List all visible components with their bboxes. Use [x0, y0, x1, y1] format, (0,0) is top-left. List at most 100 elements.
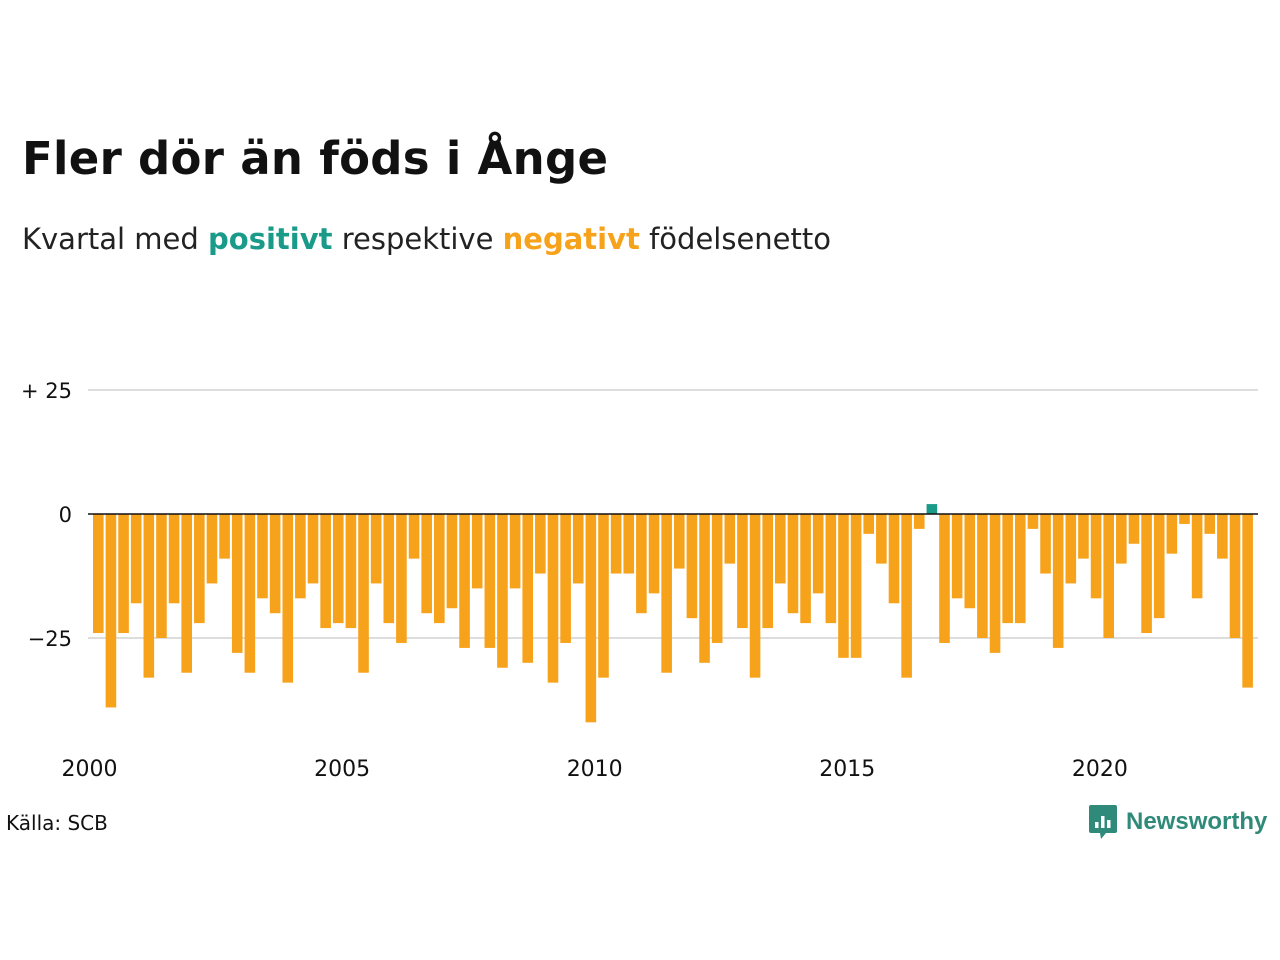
bar-2016K3 — [926, 504, 938, 514]
bar-2008K4 — [535, 514, 546, 574]
newsworthy-logo-icon — [1089, 805, 1117, 839]
bar-2003K1 — [244, 514, 256, 673]
bar-2009K3 — [572, 514, 584, 584]
bar-2013K2 — [762, 514, 773, 629]
bar-2012K3 — [724, 514, 736, 564]
bar-2007K4 — [484, 514, 496, 648]
bar-2015K3 — [876, 514, 887, 564]
bar-2001K4 — [181, 514, 193, 673]
bar-2010K1 — [598, 514, 609, 678]
bar-2020K2 — [1116, 514, 1127, 564]
bar-2004K2 — [307, 514, 319, 584]
bar-2004K4 — [332, 514, 344, 624]
bar-2015K2 — [863, 514, 875, 534]
brand-name: Newsworthy — [1126, 808, 1268, 835]
bar-2022K2 — [1217, 514, 1228, 559]
bar-2006K4 — [434, 514, 445, 624]
subtitle-suffix: födelsenetto — [649, 222, 831, 256]
bar-2022K3 — [1229, 514, 1241, 638]
bar-2002K2 — [206, 514, 218, 584]
x-tick-label: 2015 — [819, 757, 875, 782]
x-tick-label: 2005 — [314, 757, 370, 782]
bar-2007K2 — [459, 514, 470, 648]
bar-2016K2 — [913, 514, 925, 529]
bar-2009K4 — [585, 514, 597, 723]
bar-2005K4 — [383, 514, 395, 624]
bar-2002K3 — [219, 514, 230, 559]
bar-2005K2 — [358, 514, 369, 673]
bar-2003K3 — [269, 514, 281, 614]
bar-2002K4 — [231, 514, 243, 653]
brand-logo: Newsworthy — [1088, 804, 1267, 840]
bar-2012K2 — [711, 514, 723, 643]
chart-subtitle: Kvartal med positivt respektive negativt… — [22, 222, 831, 256]
bar-2022K4 — [1242, 514, 1253, 688]
bar-2013K3 — [775, 514, 786, 584]
bar-2011K1 — [648, 514, 660, 594]
bar-2013K4 — [787, 514, 799, 614]
bar-2015K1 — [850, 514, 862, 658]
bar-2006K3 — [421, 514, 432, 614]
bar-2015K4 — [888, 514, 900, 604]
bar-2006K1 — [396, 514, 407, 643]
bar-2009K2 — [560, 514, 571, 643]
bar-2012K4 — [737, 514, 748, 629]
bar-2010K4 — [636, 514, 647, 614]
bar-2019K3 — [1078, 514, 1089, 559]
bar-2017K3 — [977, 514, 988, 638]
subtitle-prefix: Kvartal med — [22, 222, 199, 256]
bar-2014K3 — [825, 514, 837, 624]
bar-2013K1 — [749, 514, 761, 678]
bar-2005K3 — [370, 514, 382, 584]
bar-2019K4 — [1090, 514, 1102, 599]
bar-2017K2 — [964, 514, 976, 609]
y-tick-label: + 25 — [21, 379, 72, 403]
bar-2000K3 — [118, 514, 129, 634]
bar-2020K1 — [1103, 514, 1114, 638]
bar-2009K1 — [547, 514, 559, 683]
bar-2000K4 — [130, 514, 142, 604]
bar-2022K1 — [1204, 514, 1216, 534]
x-tick-label: 2020 — [1072, 757, 1128, 782]
bar-2018K3 — [1027, 514, 1039, 529]
bar-2020K3 — [1128, 514, 1140, 544]
bar-2017K1 — [951, 514, 963, 599]
bar-2021K4 — [1191, 514, 1203, 599]
bar-2012K1 — [699, 514, 710, 663]
bar-2018K1 — [1002, 514, 1013, 624]
y-tick-label: −25 — [28, 627, 72, 651]
bar-2001K2 — [156, 514, 167, 638]
subtitle-positive-label: positivt — [208, 222, 333, 256]
source-note: Källa: SCB — [6, 811, 108, 835]
bar-2001K3 — [168, 514, 180, 604]
bar-2016K4 — [939, 514, 950, 643]
bar-2014K1 — [800, 514, 811, 624]
x-tick-label: 2000 — [62, 757, 118, 782]
bar-2011K4 — [686, 514, 698, 619]
bar-2004K3 — [320, 514, 331, 629]
bar-2007K1 — [446, 514, 458, 609]
bar-2011K2 — [661, 514, 672, 673]
bar-2014K2 — [812, 514, 824, 594]
bar-2010K3 — [623, 514, 635, 574]
y-tick-label: 0 — [59, 503, 72, 527]
subtitle-negative-label: negativt — [502, 222, 640, 256]
bar-2008K1 — [497, 514, 508, 668]
bar-2004K1 — [295, 514, 306, 599]
bar-2000K1 — [93, 514, 104, 634]
bar-2010K2 — [610, 514, 622, 574]
bar-2011K3 — [673, 514, 685, 569]
bar-2008K2 — [509, 514, 521, 589]
bar-2003K4 — [282, 514, 294, 683]
x-tick-label: 2010 — [567, 757, 623, 782]
bar-2021K1 — [1153, 514, 1165, 619]
bar-2006K2 — [408, 514, 420, 559]
bar-2019K1 — [1052, 514, 1064, 648]
bar-2014K4 — [838, 514, 849, 658]
bar-2005K1 — [345, 514, 357, 629]
bar-2017K4 — [989, 514, 1001, 653]
bar-2018K2 — [1014, 514, 1026, 624]
subtitle-middle: respektive — [341, 222, 494, 256]
bar-2002K1 — [194, 514, 205, 624]
